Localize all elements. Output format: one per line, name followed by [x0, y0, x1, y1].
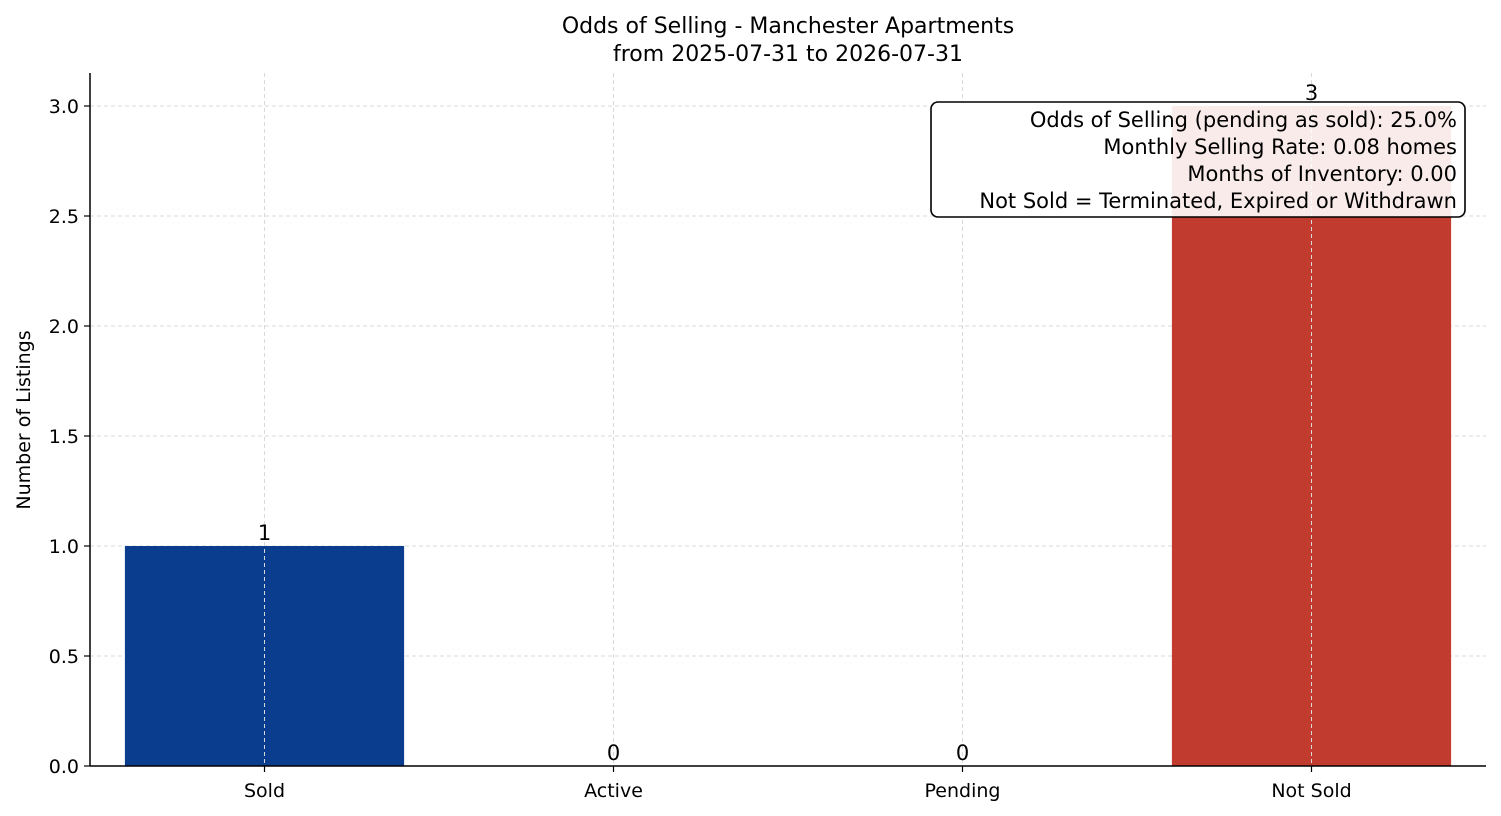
- info-line: Not Sold = Terminated, Expired or Withdr…: [979, 189, 1457, 213]
- data-label: 0: [607, 741, 620, 765]
- x-tick-label: Not Sold: [1271, 780, 1351, 802]
- info-box-frame: [930, 101, 1466, 218]
- y-axis-label: Number of Listings: [13, 330, 35, 509]
- info-line: Odds of Selling (pending as sold): 25.0%: [1030, 108, 1457, 132]
- info-line: Months of Inventory: 0.00: [1187, 162, 1457, 186]
- x-tick-label: Pending: [925, 780, 1001, 802]
- y-tick-label: 0.0: [49, 756, 79, 778]
- x-tick-label: Sold: [244, 780, 285, 802]
- chart-title: Odds of Selling - Manchester Apartments: [562, 14, 1014, 39]
- y-tick-label: 3.0: [49, 96, 79, 118]
- x-tick-label: Active: [584, 780, 643, 802]
- y-tick-label: 1.5: [49, 426, 79, 448]
- data-label: 0: [956, 741, 969, 765]
- y-tick-label: 2.5: [49, 206, 79, 228]
- data-label: 1: [258, 521, 271, 545]
- y-tick-label: 1.0: [49, 536, 79, 558]
- y-tick-label: 2.0: [49, 316, 79, 338]
- axes: [84, 73, 1486, 772]
- y-tick-label: 0.5: [49, 646, 79, 668]
- tick-labels: 0.0 0.5 1.0 1.5 2.0 2.5 3.0 Sold 1 Active 0 Pending…: [49, 81, 1352, 802]
- data-label: 3: [1305, 81, 1318, 105]
- info-line: Monthly Selling Rate: 0.08 homes: [1103, 135, 1457, 159]
- info-box: Odds of Selling (pending as sold): 25.0%…: [930, 101, 1466, 218]
- chart-subtitle: from 2025-07-31 to 2026-07-31: [613, 42, 963, 67]
